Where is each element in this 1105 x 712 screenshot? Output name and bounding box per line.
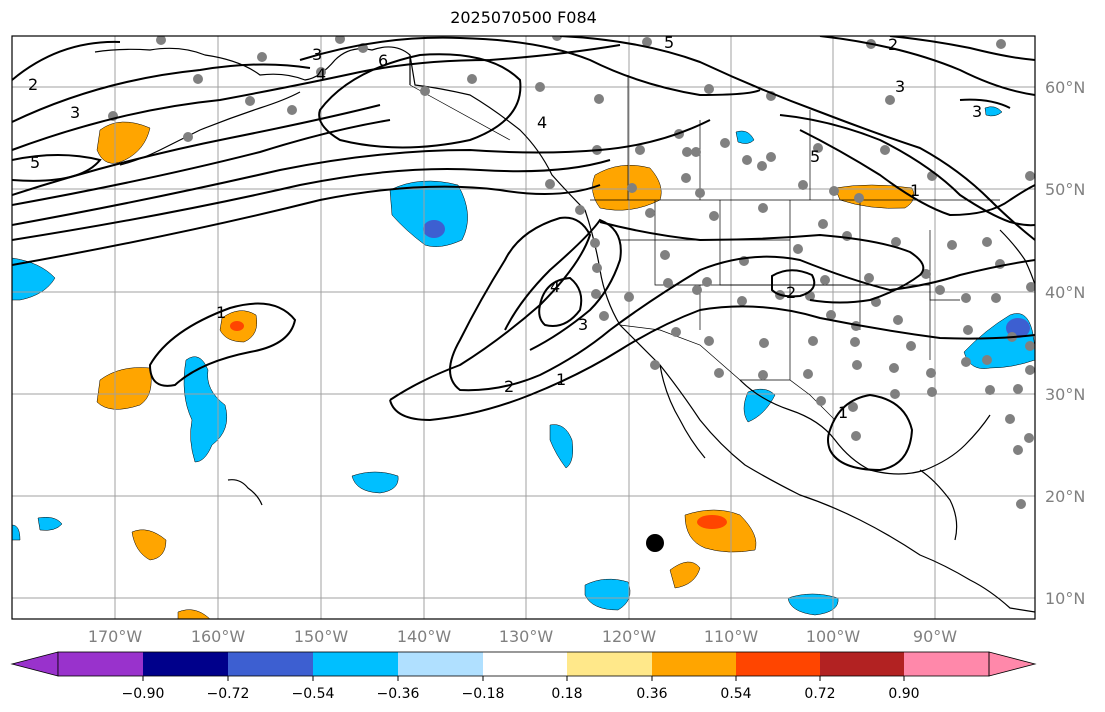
contour-label: 2 [504, 377, 514, 396]
lon-label: 90°W [913, 627, 957, 646]
colorbar-segment [904, 652, 989, 676]
contour-label: 5 [30, 153, 40, 172]
lon-label: 150°W [294, 627, 349, 646]
colorbar-tick-label: 0.18 [551, 686, 582, 702]
anomaly-shading [12, 106, 1035, 619]
colorbar-tick-label: −0.90 [122, 686, 165, 702]
colorbar: −0.90 −0.72 −0.54 −0.36 −0.18 0.18 0.36 … [10, 651, 1037, 702]
colorbar-min-extension [10, 651, 59, 677]
contour-lines [12, 36, 1035, 472]
lat-label: 10°N [1045, 589, 1085, 608]
contour-label: 3 [312, 45, 322, 64]
colorbar-segment [313, 652, 398, 676]
map-frame [11, 35, 1036, 620]
lat-label: 40°N [1045, 283, 1085, 302]
gridlines [12, 36, 1035, 619]
colorbar-tick-label: −0.36 [377, 686, 420, 702]
lon-label: 120°W [602, 627, 657, 646]
lat-label: 60°N [1045, 78, 1085, 97]
contour-label: 2 [888, 35, 898, 54]
contour-label: 3 [895, 77, 905, 96]
contour-label-group: 2 3 3 4 5 6 5 4 3 2 1 1 2 3 4 2 1 1 5 3 [28, 33, 982, 422]
contour-label: 4 [316, 65, 326, 84]
colorbar-frame [57, 651, 990, 677]
contour-label: 1 [910, 181, 920, 200]
colorbar-segment [58, 652, 143, 676]
longitude-labels: 170°W 160°W 150°W 140°W 130°W 120°W 110°… [88, 627, 957, 646]
latitude-labels: 60°N 50°N 40°N 30°N 20°N 10°N [1045, 78, 1085, 608]
contour-label: 2 [786, 283, 796, 302]
colorbar-segment [736, 652, 820, 676]
colorbar-segment [567, 652, 652, 676]
contour-label: 6 [378, 51, 388, 70]
lat-label: 30°N [1045, 385, 1085, 404]
contour-label: 1 [838, 403, 848, 422]
colorbar-segment [483, 652, 567, 676]
colorbar-max-extension [988, 651, 1037, 677]
colorbar-segment [652, 652, 736, 676]
map-title: 2025070500 F084 [450, 8, 597, 27]
colorbar-tick-label: −0.72 [207, 686, 250, 702]
colorbar-segment [398, 652, 483, 676]
lon-label: 130°W [499, 627, 554, 646]
colorbar-tick-label: 0.72 [804, 686, 835, 702]
contour-label: 1 [216, 303, 226, 322]
lon-label: 170°W [88, 627, 143, 646]
contour-label: 5 [810, 147, 820, 166]
colorbar-tick-label: −0.54 [292, 686, 335, 702]
colorbar-ticks [142, 676, 905, 681]
lat-label: 50°N [1045, 180, 1085, 199]
contour-label: 3 [578, 315, 588, 334]
colorbar-segment [820, 652, 904, 676]
lon-label: 140°W [397, 627, 452, 646]
contour-label: 5 [664, 33, 674, 52]
lon-label: 100°W [806, 627, 861, 646]
contour-label: 4 [537, 113, 547, 132]
contour-label: 1 [556, 370, 566, 389]
storm-marker [646, 534, 664, 552]
colorbar-segment [228, 652, 313, 676]
colorbar-tick-label: 0.54 [720, 686, 751, 702]
colorbar-tick-label: 0.36 [636, 686, 667, 702]
contour-label: 4 [550, 277, 560, 296]
colorbar-tick-label: −0.18 [462, 686, 505, 702]
lat-label: 20°N [1045, 487, 1085, 506]
colorbar-tick-label: 0.90 [888, 686, 919, 702]
lon-label: 160°W [191, 627, 246, 646]
contour-label: 3 [70, 103, 80, 122]
lon-label: 110°W [704, 627, 759, 646]
contour-label: 3 [972, 102, 982, 121]
contour-label: 2 [28, 75, 38, 94]
colorbar-segment [143, 652, 228, 676]
